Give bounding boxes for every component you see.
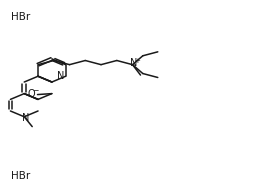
Text: O: O: [28, 89, 35, 99]
Text: +: +: [134, 58, 140, 64]
Text: HBr: HBr: [11, 12, 30, 22]
Text: −: −: [32, 86, 38, 95]
Text: N: N: [22, 113, 29, 123]
Text: N: N: [130, 58, 137, 69]
Text: HBr: HBr: [11, 171, 30, 181]
Text: N: N: [57, 71, 65, 81]
